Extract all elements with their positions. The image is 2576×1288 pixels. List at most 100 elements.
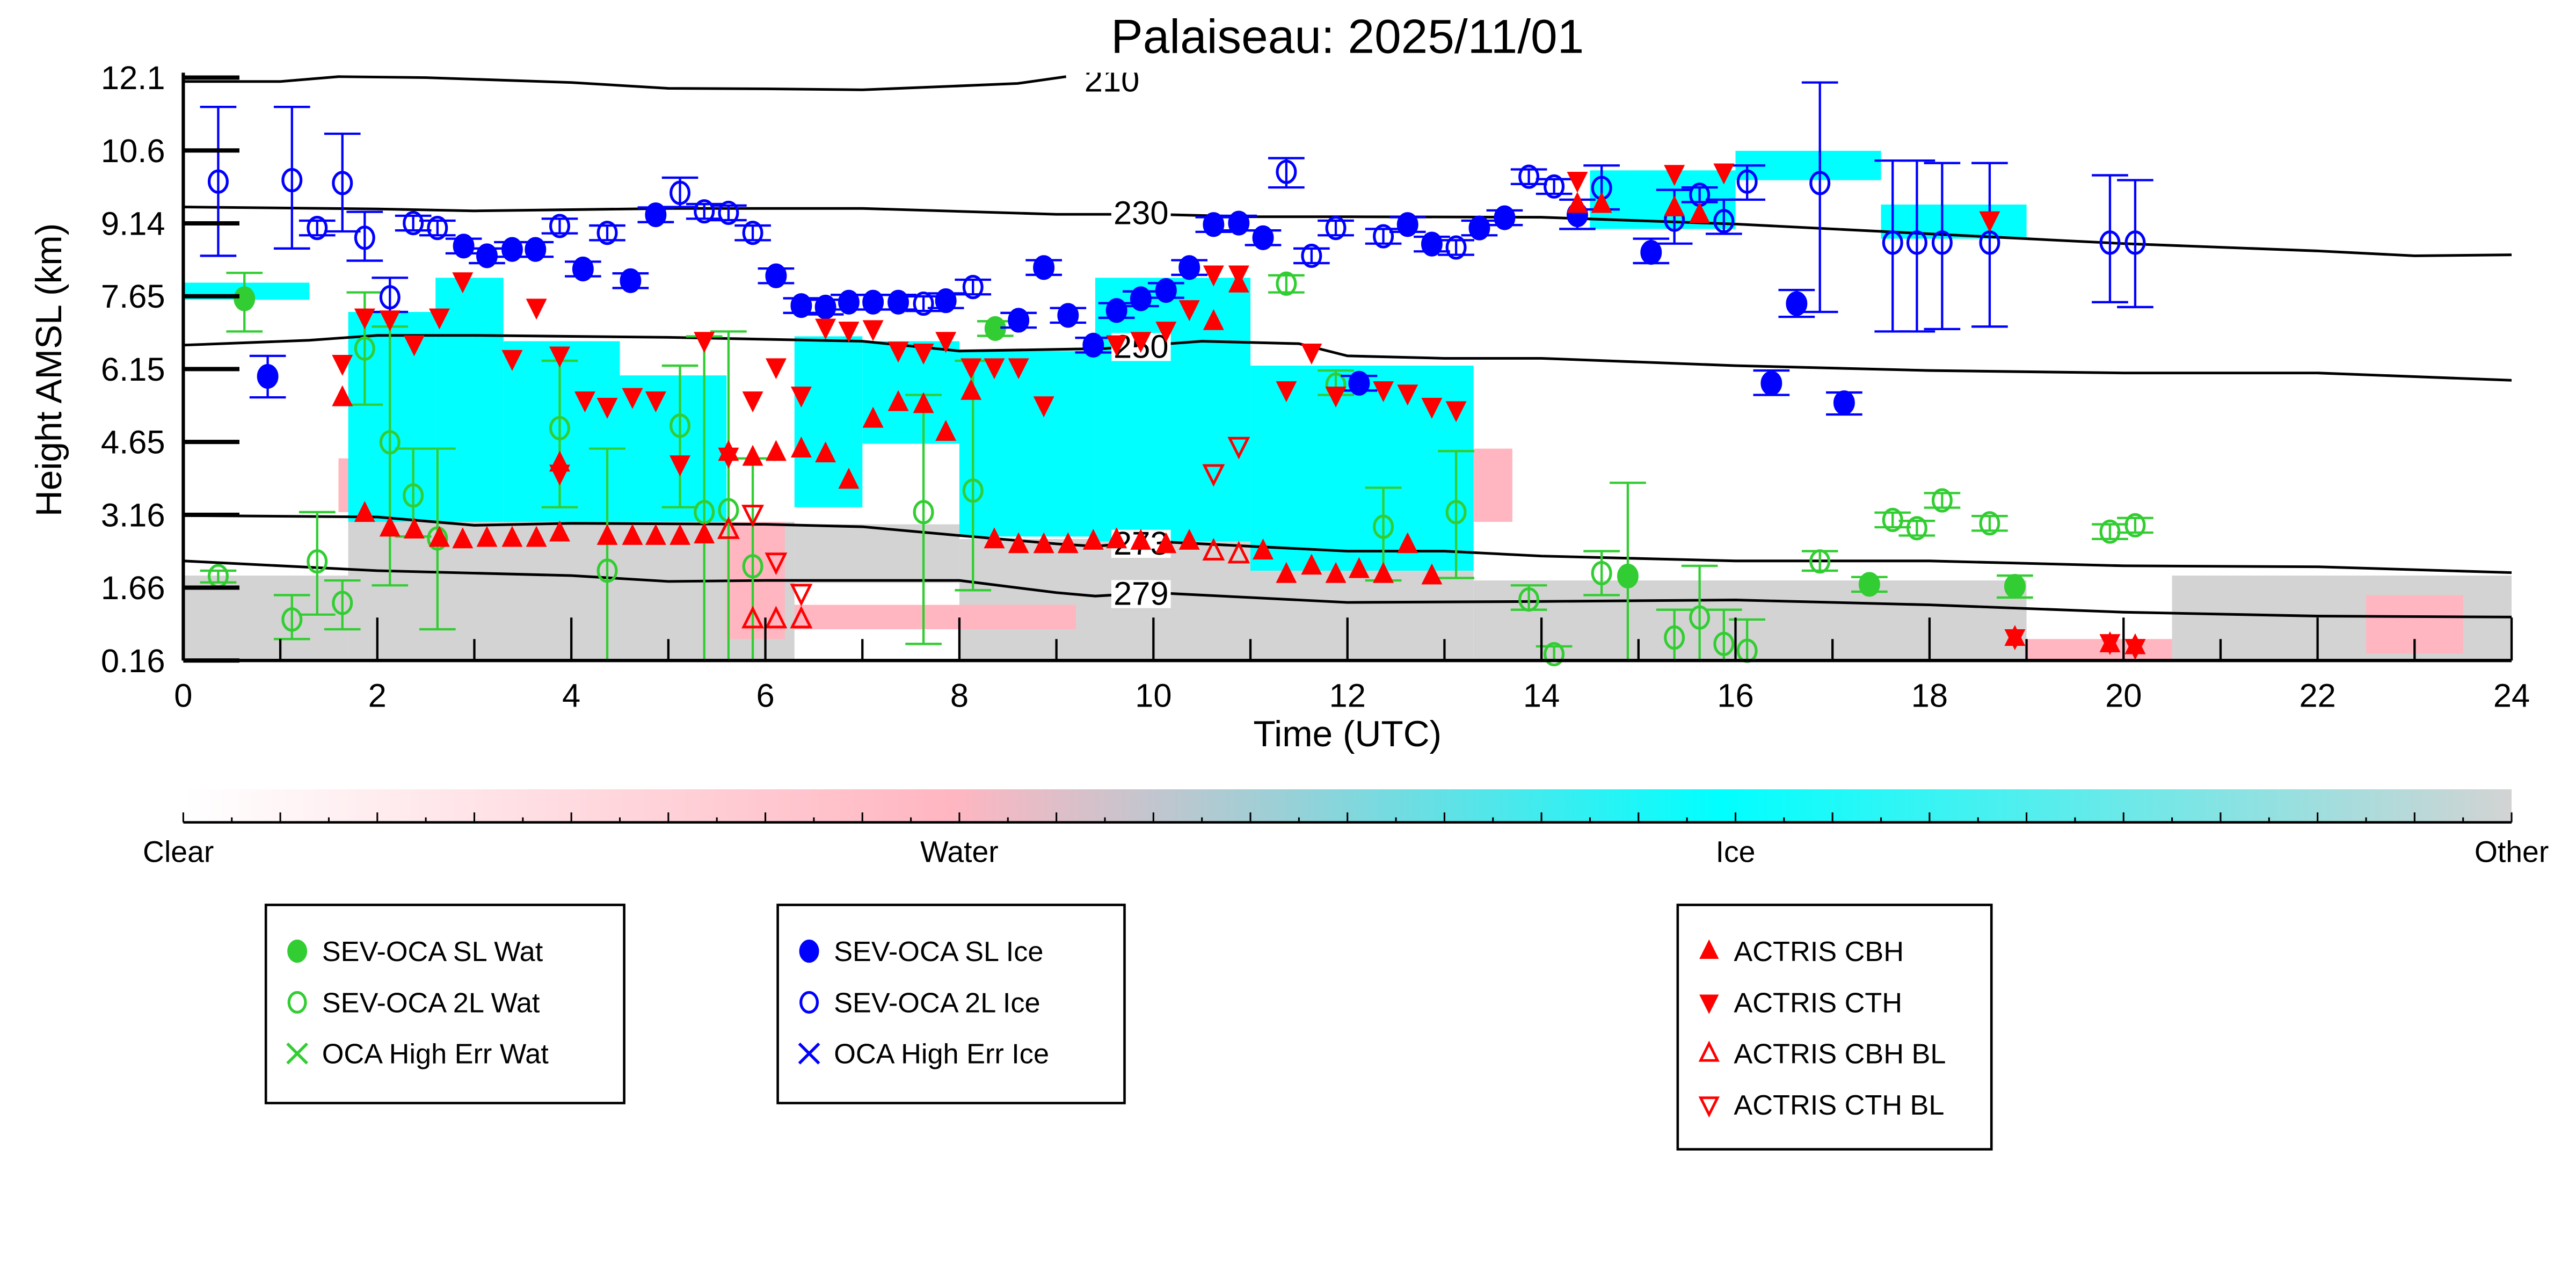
point-actris-cth xyxy=(984,358,1005,380)
mask-block-ice xyxy=(435,278,504,522)
point-sev-oca-sl-ice xyxy=(1760,370,1782,396)
point-actris-cbh xyxy=(1178,528,1200,550)
point-sev-oca-2l-wat xyxy=(913,500,934,525)
x-tick-label: 8 xyxy=(950,677,969,714)
point-actris-cth xyxy=(526,299,547,320)
point-actris-cbh xyxy=(1155,532,1177,554)
error-bar-sev-oca-2l-ice xyxy=(1924,162,1961,330)
point-sev-oca-2l-wat xyxy=(962,478,984,503)
error-bar-sev-oca-2l-ice xyxy=(1681,186,1718,203)
point-sev-oca-2l-wat xyxy=(596,558,618,583)
point-actris-cbh xyxy=(428,526,450,547)
point-actris-cbh xyxy=(1276,562,1297,583)
point-sev-oca-sl-ice xyxy=(620,268,642,293)
point-sev-oca-2l-ice xyxy=(962,275,984,300)
point-actris-cth xyxy=(935,332,957,353)
x-tick-label: 16 xyxy=(1717,677,1753,714)
point-sev-oca-2l-wat xyxy=(354,336,375,361)
legend-label: SEV-OCA 2L Wat xyxy=(322,987,540,1018)
point-actris-cth xyxy=(1301,344,1322,365)
isotherm-label-bg xyxy=(1111,199,1171,228)
point-actris-cth xyxy=(862,320,884,341)
legend-label: ACTRIS CBH xyxy=(1734,936,1904,967)
point-actris-cbh xyxy=(694,522,715,544)
point-actris-cbh xyxy=(1373,562,1394,583)
point-actris-cbh xyxy=(935,420,957,441)
point-actris-cbh xyxy=(1057,532,1079,554)
legend-label: ACTRIS CTH xyxy=(1734,987,1902,1018)
point-actris-cth xyxy=(913,344,934,365)
point-sev-oca-2l-ice xyxy=(1544,174,1565,199)
point-actris-cbh xyxy=(379,515,401,537)
point-sev-oca-2l-wat xyxy=(742,554,763,579)
isotherm-label: 279 xyxy=(1114,576,1169,613)
point-sev-oca-2l-ice xyxy=(1809,171,1831,195)
error-bar-sev-oca-2l-wat xyxy=(299,511,336,616)
point-sev-oca-2l-ice xyxy=(1301,243,1322,268)
point-sev-oca-2l-ice xyxy=(1736,169,1758,194)
point-actris-cth xyxy=(2124,639,2146,660)
isotherm-210 xyxy=(183,75,1067,91)
legend-marker-oca-high-err-wat xyxy=(286,1042,309,1065)
mask-block-water xyxy=(2026,639,2172,661)
error-bar-sev-oca-2l-wat xyxy=(1438,450,1474,579)
point-actris-cth xyxy=(838,322,860,343)
point-actris-cth xyxy=(960,358,982,380)
error-bar-sev-oca-2l-ice xyxy=(2117,179,2153,309)
point-actris-cbh xyxy=(913,392,934,413)
point-actris-cbh-bl xyxy=(1202,537,1225,561)
isotherms: 210230250273279 xyxy=(183,62,2512,618)
error-bar-sev-oca-2l-ice xyxy=(1971,162,2008,328)
point-sev-oca-2l-ice xyxy=(1518,164,1540,189)
point-actris-cth xyxy=(452,272,474,294)
y-tick-label: 12.1 xyxy=(101,60,165,97)
point-sev-oca-2l-wat xyxy=(1276,271,1297,296)
legend-marker-sev-oca-sl-wat xyxy=(287,940,308,963)
point-actris-cth xyxy=(1106,335,1127,356)
point-actris-cbh xyxy=(1301,554,1322,575)
point-actris-cth xyxy=(1445,401,1467,423)
x-tick-label: 10 xyxy=(1135,677,1171,714)
point-actris-cbh-bl xyxy=(717,516,740,539)
legend-marker-actris-cth xyxy=(1699,994,1719,1014)
legend-label: ACTRIS CTH BL xyxy=(1734,1090,1944,1121)
error-bar-sev-oca-2l-wat xyxy=(1874,511,1911,529)
point-sev-oca-sl-ice xyxy=(1640,240,1662,265)
point-sev-oca-2l-wat xyxy=(1373,514,1394,539)
point-actris-cbh xyxy=(1325,562,1347,583)
point-actris-cbh xyxy=(670,523,691,545)
error-bar-sev-oca-2l-ice xyxy=(419,219,456,237)
point-actris-cth xyxy=(574,391,595,413)
point-sev-oca-2l-ice xyxy=(1906,230,1927,255)
x-tick-label: 22 xyxy=(2299,677,2335,714)
error-bar-sev-oca-2l-wat xyxy=(2092,523,2128,540)
point-actris-cbh xyxy=(960,379,982,400)
point-sev-oca-2l-wat xyxy=(207,564,229,588)
point-sev-oca-2l-ice xyxy=(354,225,375,250)
error-bar-sev-oca-2l-wat xyxy=(273,594,310,641)
legend-marker-sev-oca-2l-wat xyxy=(287,991,307,1014)
point-actris-cbh xyxy=(1203,309,1224,330)
point-sev-oca-sl-ice xyxy=(838,289,860,315)
point-sev-oca-sl-ice xyxy=(476,243,498,268)
x-axis-label: Time (UTC) xyxy=(1253,714,1442,754)
point-sev-oca-2l-ice xyxy=(1882,230,1903,255)
point-sev-oca-sl-ice xyxy=(645,202,667,228)
point-sev-oca-2l-wat xyxy=(332,591,353,615)
point-actris-cbh xyxy=(1591,192,1612,213)
point-sev-oca-sl-ice xyxy=(1082,332,1104,358)
error-bar-sev-oca-2l-wat xyxy=(200,569,237,584)
point-sev-oca-2l-ice xyxy=(1979,230,2000,255)
point-actris-cbh xyxy=(526,526,547,547)
point-actris-cth xyxy=(1325,387,1347,408)
point-sev-oca-2l-ice xyxy=(281,168,303,193)
point-actris-cth xyxy=(1203,265,1224,287)
point-sev-oca-2l-wat xyxy=(1664,625,1685,650)
legend-label: OCA High Err Wat xyxy=(322,1039,549,1070)
point-actris-cth xyxy=(403,335,425,356)
point-actris-cbh xyxy=(1033,532,1054,554)
point-actris-cbh xyxy=(1397,532,1418,554)
mask-block-ice xyxy=(348,312,436,522)
isotherm-label: 210 xyxy=(1085,62,1140,99)
point-sev-oca-sl-wat xyxy=(2004,573,2026,599)
